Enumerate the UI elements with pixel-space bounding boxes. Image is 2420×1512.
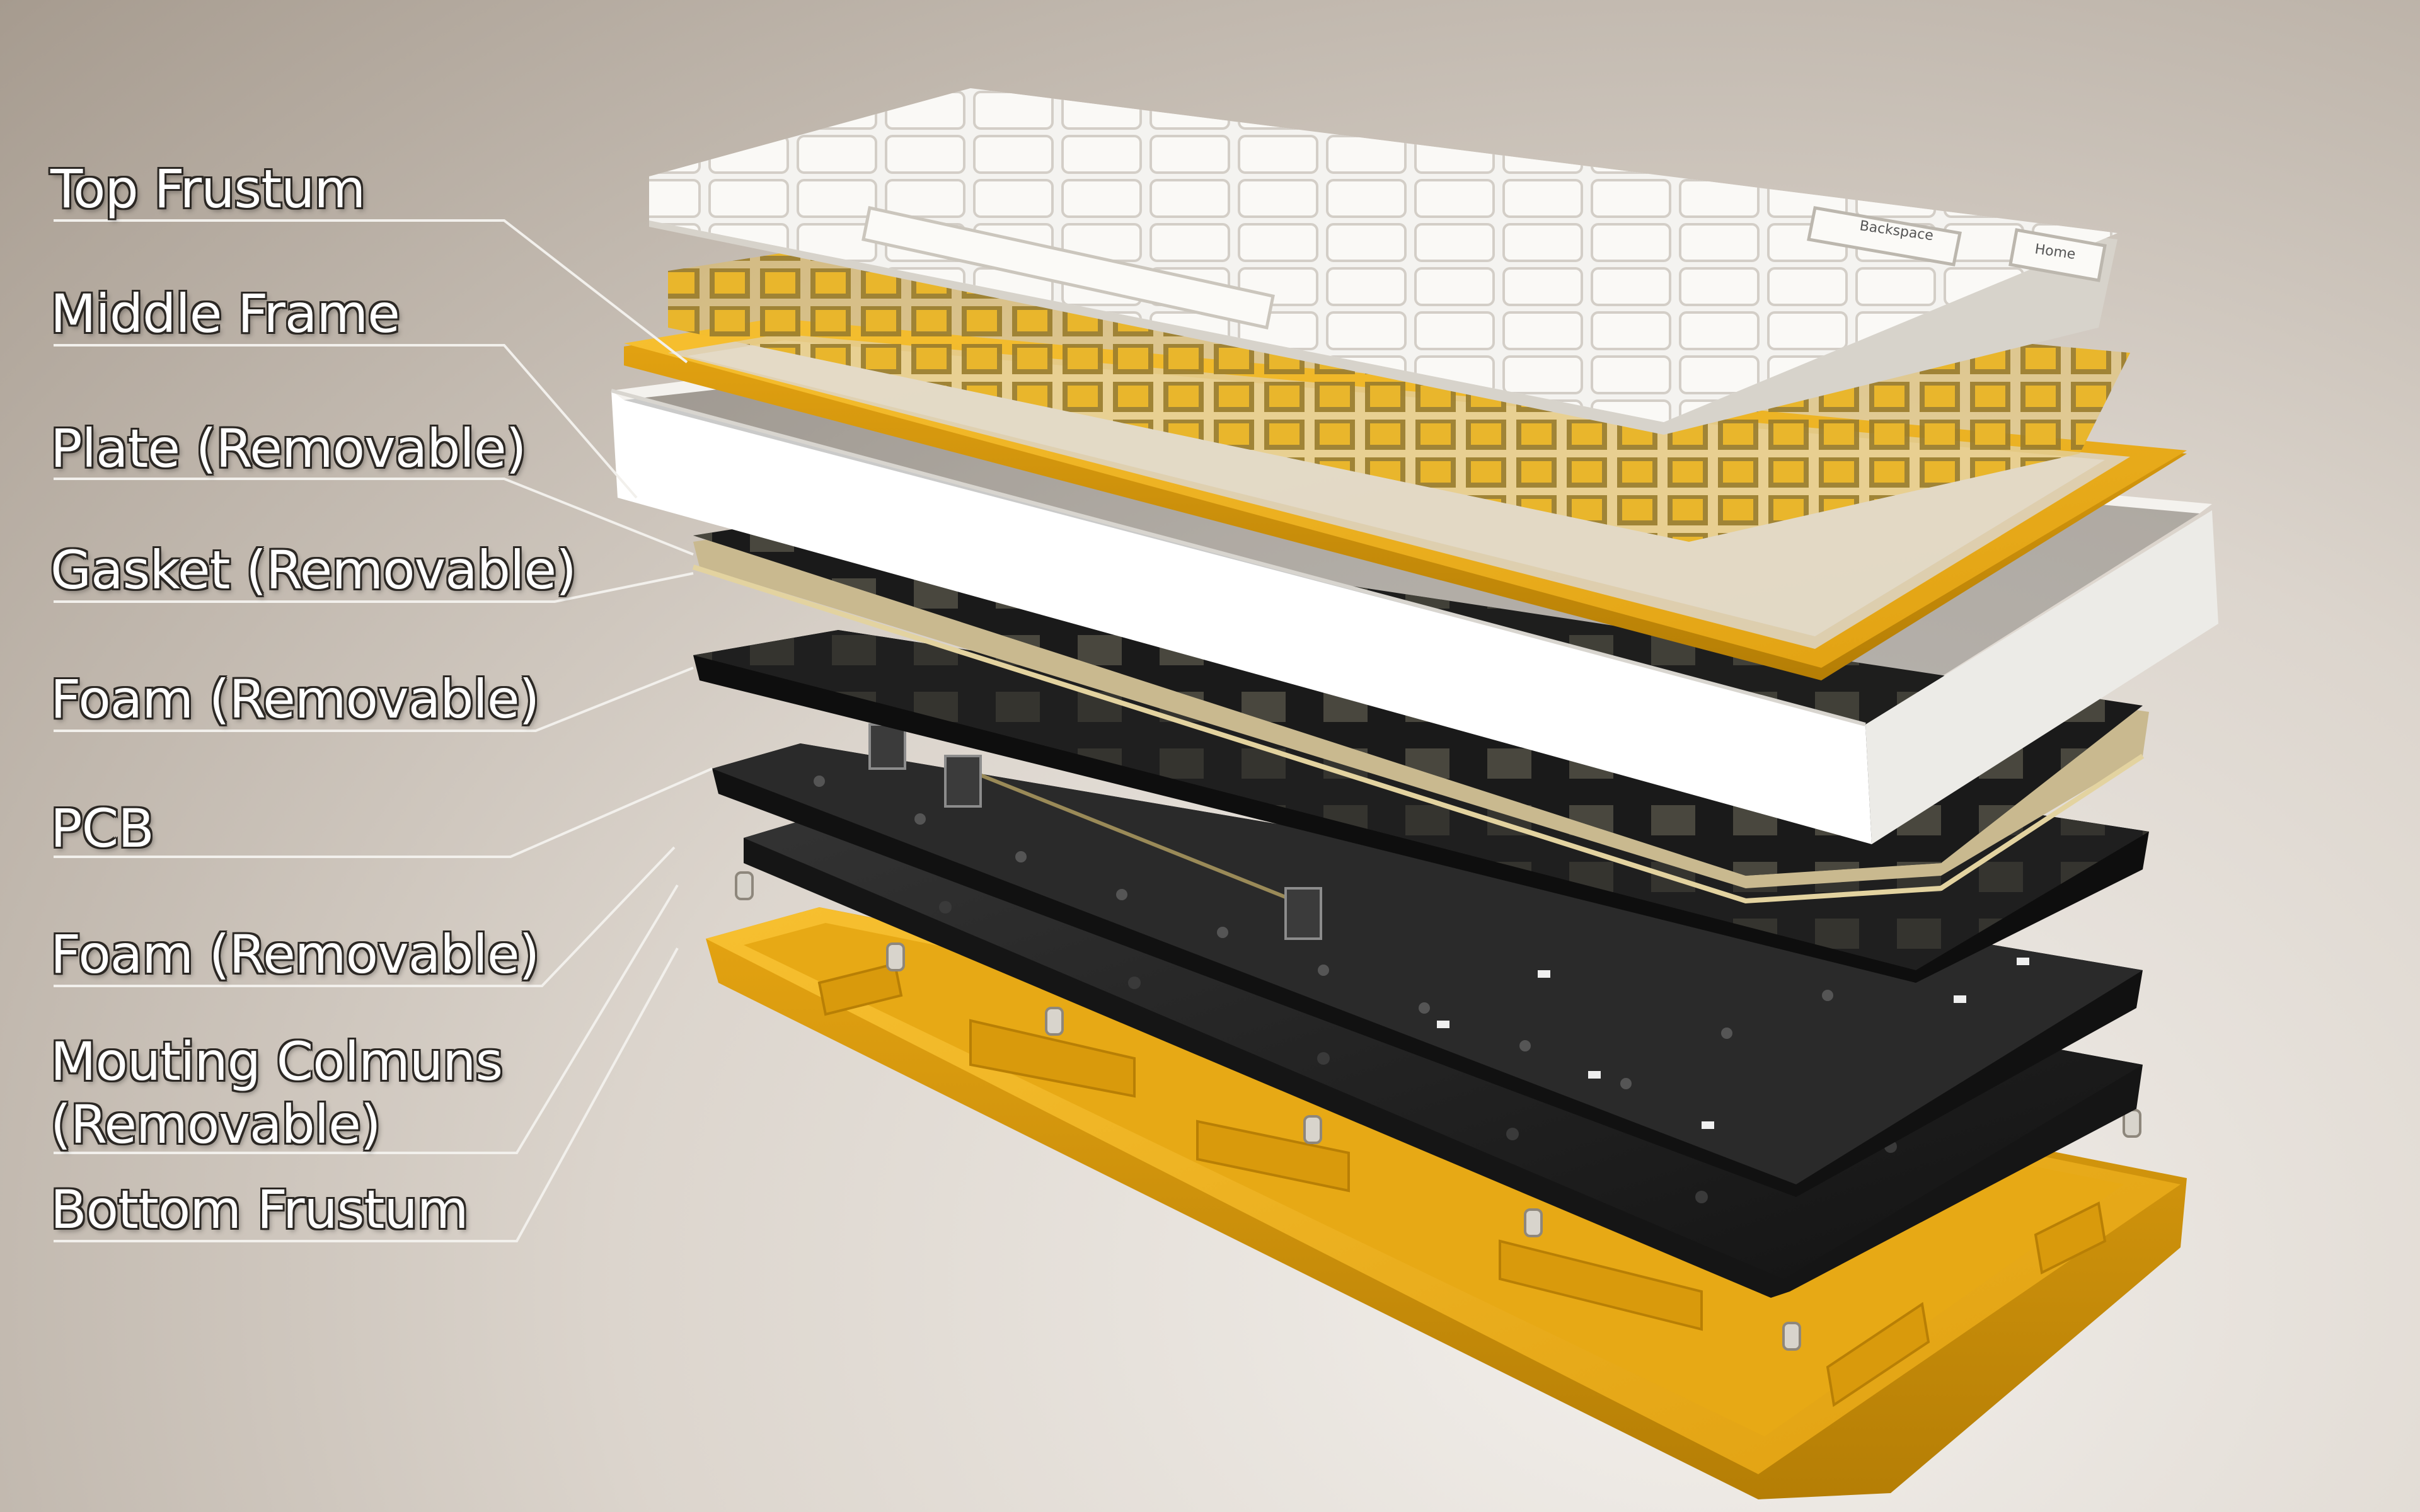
bottom-frustum-layer	[706, 871, 2187, 1499]
label-mounting-columns: Mouting Colmuns (Removable)	[50, 1030, 503, 1156]
label-gasket: Gasket (Removable)	[50, 539, 577, 601]
label-mounting-columns-line2: (Removable)	[50, 1094, 381, 1155]
leader-bottom-frustum	[54, 948, 679, 1242]
leader-middle-frame	[54, 344, 638, 499]
label-foam-upper: Foam (Removable)	[50, 668, 539, 730]
switches-layer	[668, 239, 2130, 542]
label-middle-frame: Middle Frame	[50, 283, 400, 345]
label-mounting-columns-line1: Mouting Colmuns	[50, 1031, 503, 1092]
leader-mounting-columns	[54, 884, 679, 1154]
label-top-frustum: Top Frustum	[50, 158, 366, 220]
label-bottom-frustum: Bottom Frustum	[50, 1179, 469, 1240]
label-foam-lower: Foam (Removable)	[50, 924, 539, 985]
leader-plate	[54, 478, 694, 556]
label-pcb: PCB	[50, 798, 154, 859]
leader-pcb	[54, 767, 713, 858]
leader-lines	[54, 219, 713, 1242]
leader-foam-lower	[54, 846, 676, 987]
top-frustum-layer	[624, 318, 2187, 680]
label-plate: Plate (Removable)	[50, 418, 526, 479]
keycaps-layer: Backspace Home	[649, 88, 2118, 435]
pcb-layer	[712, 723, 2143, 1197]
leader-gasket	[54, 572, 694, 603]
leader-foam-upper	[54, 667, 694, 732]
leader-top-frustum	[54, 219, 688, 364]
